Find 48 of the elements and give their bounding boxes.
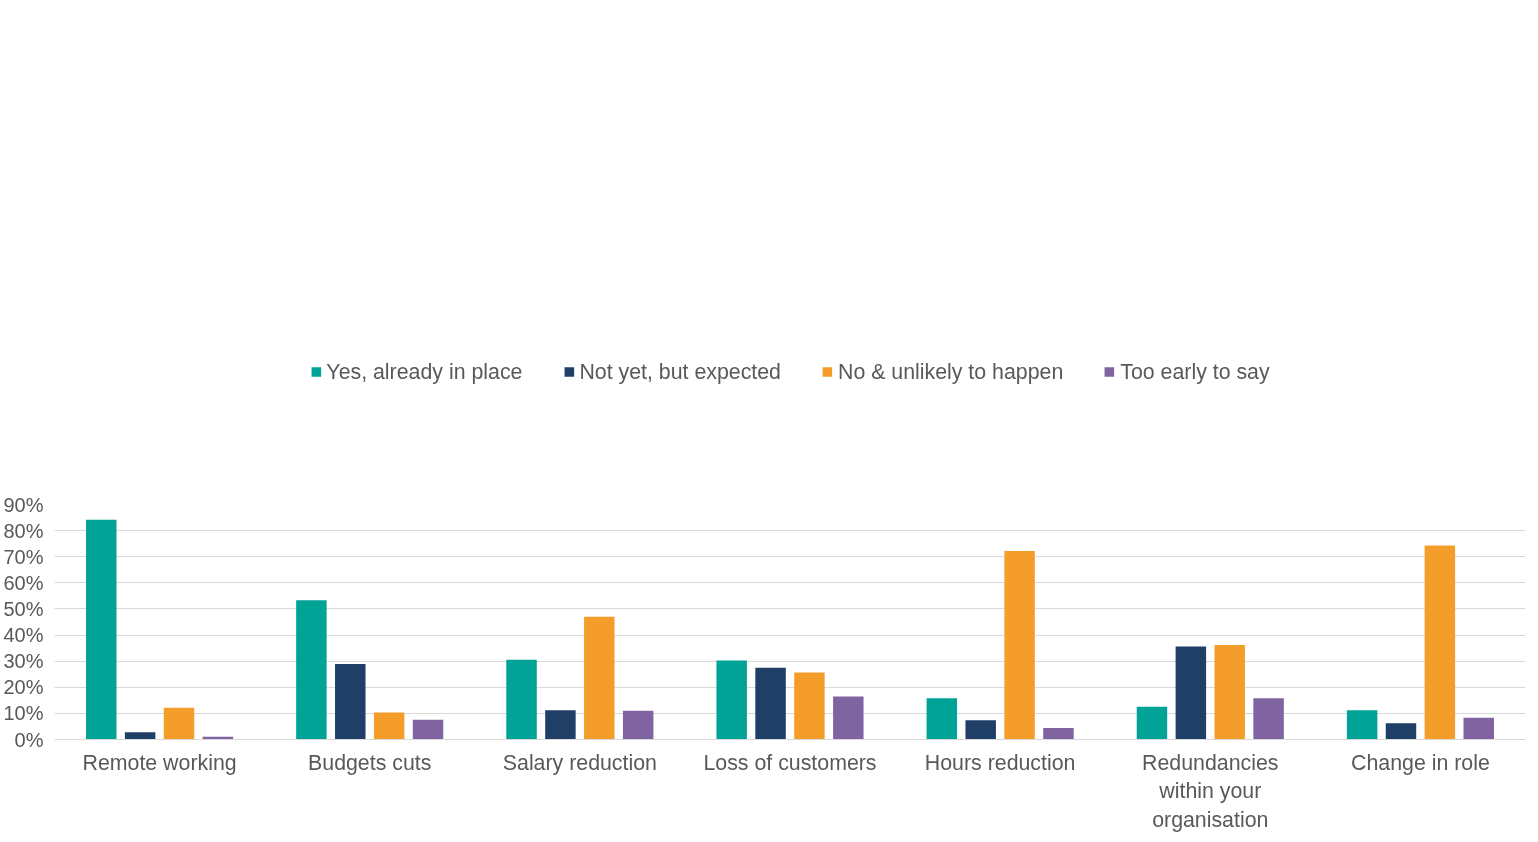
bar	[545, 710, 576, 740]
legend-label: Yes, already in place	[326, 359, 523, 385]
x-tick-label: Loss of customers	[703, 750, 877, 775]
bar	[296, 600, 327, 740]
bar	[965, 720, 996, 740]
y-tick-label: 70%	[3, 545, 44, 568]
bar	[1253, 698, 1284, 740]
legend-label: No & unlikely to happen	[837, 359, 1064, 385]
bar	[1424, 545, 1456, 740]
bar	[335, 664, 366, 740]
bar	[506, 659, 537, 740]
x-tick-label: Redundancies within your organisation	[1142, 750, 1279, 833]
bar	[716, 660, 747, 740]
legend-label: Too early to say	[1120, 359, 1270, 385]
bar	[1346, 710, 1378, 740]
y-tick-label: 0%	[14, 728, 44, 751]
bar	[1004, 550, 1035, 740]
bar	[584, 616, 615, 740]
bar	[163, 707, 195, 740]
y-tick-label: 90%	[3, 493, 44, 516]
bar	[1175, 646, 1207, 740]
bar	[833, 696, 864, 740]
y-tick-label: 50%	[3, 597, 44, 620]
y-tick-label: 80%	[3, 519, 44, 542]
bar	[926, 698, 958, 740]
bar	[86, 519, 117, 740]
bar	[755, 667, 786, 740]
y-tick-label: 20%	[3, 676, 44, 699]
y-tick-label: 10%	[3, 702, 44, 725]
bar	[1136, 706, 1168, 740]
bar	[1043, 728, 1074, 740]
bar	[794, 672, 825, 740]
bar	[412, 719, 444, 740]
bar	[373, 712, 405, 740]
bar	[124, 732, 156, 740]
y-tick-label: 60%	[3, 571, 44, 594]
x-tick-label: Hours reduction	[924, 750, 1076, 775]
bar	[622, 710, 654, 740]
x-tick-label: Remote working	[82, 750, 237, 775]
x-tick-label: Budgets cuts	[308, 750, 432, 775]
bar	[1385, 723, 1417, 740]
bar	[1463, 717, 1494, 740]
x-tick-label: Change in role	[1351, 750, 1490, 775]
bar	[1214, 644, 1245, 740]
x-tick-label: Salary reduction	[502, 750, 657, 775]
y-tick-label: 30%	[3, 650, 44, 673]
y-tick-label: 40%	[3, 624, 44, 647]
legend-label: Not yet, but expected	[579, 359, 781, 385]
